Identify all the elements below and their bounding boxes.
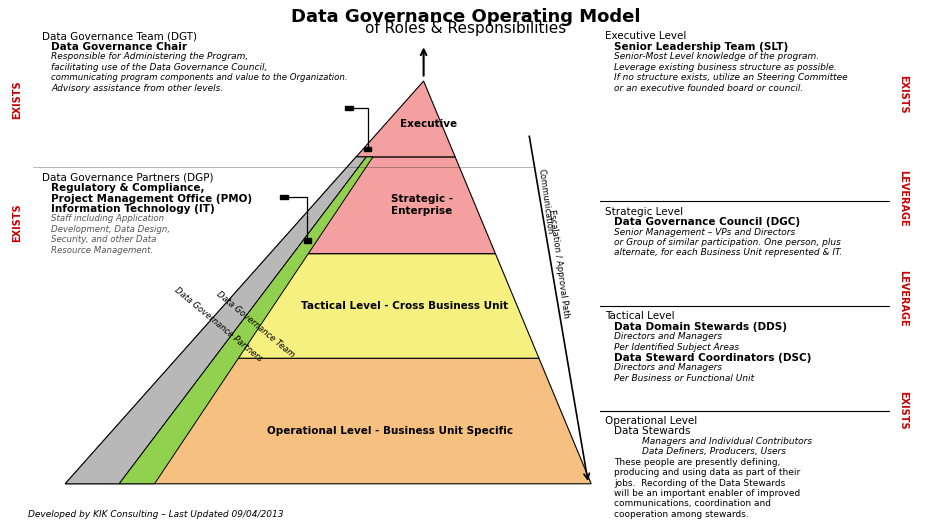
Text: Data Governance Chair: Data Governance Chair — [51, 42, 187, 52]
Text: Tactical Level - Cross Business Unit: Tactical Level - Cross Business Unit — [301, 301, 508, 311]
Text: jobs.  Recording of the Data Stewards: jobs. Recording of the Data Stewards — [614, 479, 786, 487]
Text: EXISTS: EXISTS — [12, 80, 21, 119]
Text: Data Governance Team: Data Governance Team — [214, 289, 296, 359]
Text: Leverage existing business structure as possible.: Leverage existing business structure as … — [614, 63, 837, 72]
Text: Staff including Application: Staff including Application — [51, 214, 165, 223]
Text: EXISTS: EXISTS — [898, 391, 908, 430]
Text: Executive: Executive — [399, 119, 457, 129]
Text: Senior Management – VPs and Directors: Senior Management – VPs and Directors — [614, 228, 796, 236]
Text: Information Technology (IT): Information Technology (IT) — [51, 204, 215, 214]
Text: Senior Leadership Team (SLT): Senior Leadership Team (SLT) — [614, 42, 789, 52]
Text: Resource Management.: Resource Management. — [51, 246, 154, 255]
Text: Tactical Level: Tactical Level — [605, 311, 675, 321]
Text: Communication: Communication — [536, 168, 555, 235]
Text: Data Governance Partners (DGP): Data Governance Partners (DGP) — [42, 173, 213, 183]
Text: Data Definers, Producers, Users: Data Definers, Producers, Users — [642, 447, 787, 456]
Text: Data Steward Coordinators (DSC): Data Steward Coordinators (DSC) — [614, 353, 812, 363]
Bar — [304, 238, 311, 243]
Text: Data Governance Operating Model: Data Governance Operating Model — [290, 8, 641, 26]
Text: Responsible for Administering the Program,: Responsible for Administering the Progra… — [51, 52, 249, 61]
Text: Per Business or Functional Unit: Per Business or Functional Unit — [614, 374, 755, 383]
Text: Directors and Managers: Directors and Managers — [614, 363, 722, 372]
Text: or an executive founded board or council.: or an executive founded board or council… — [614, 84, 803, 93]
Text: producing and using data as part of their: producing and using data as part of thei… — [614, 468, 801, 477]
Text: Project Management Office (PMO): Project Management Office (PMO) — [51, 194, 252, 203]
Text: Data Stewards: Data Stewards — [614, 426, 691, 436]
Text: LEVERAGE: LEVERAGE — [898, 170, 908, 227]
Text: Development, Data Design,: Development, Data Design, — [51, 225, 170, 234]
Text: Strategic -
Enterprise: Strategic - Enterprise — [391, 195, 453, 216]
Bar — [280, 195, 288, 199]
Text: Strategic Level: Strategic Level — [605, 207, 683, 217]
Text: Data Governance Team (DGT): Data Governance Team (DGT) — [42, 31, 196, 41]
Text: Managers and Individual Contributors: Managers and Individual Contributors — [642, 437, 813, 446]
Polygon shape — [356, 81, 455, 157]
Text: Directors and Managers: Directors and Managers — [614, 332, 722, 341]
Polygon shape — [119, 157, 373, 484]
Text: Security, and other Data: Security, and other Data — [51, 235, 156, 244]
Text: Data Domain Stewards (DDS): Data Domain Stewards (DDS) — [614, 322, 788, 332]
Text: Regulatory & Compliance,: Regulatory & Compliance, — [51, 183, 205, 193]
Text: If no structure exists, utilize an Steering Committee: If no structure exists, utilize an Steer… — [614, 73, 848, 82]
Text: cooperation among stewards.: cooperation among stewards. — [614, 510, 749, 519]
Text: EXISTS: EXISTS — [12, 203, 21, 242]
Text: These people are presently defining,: These people are presently defining, — [614, 458, 781, 467]
Text: LEVERAGE: LEVERAGE — [898, 270, 908, 326]
Text: Operational Level - Business Unit Specific: Operational Level - Business Unit Specif… — [267, 426, 513, 437]
Text: Escalation / Approval Path: Escalation / Approval Path — [546, 209, 571, 319]
Bar — [345, 106, 353, 110]
Polygon shape — [270, 157, 495, 254]
Text: facilitating use of the Data Governance Council,: facilitating use of the Data Governance … — [51, 63, 267, 72]
Polygon shape — [65, 157, 366, 484]
Text: or Group of similar participation. One person, plus: or Group of similar participation. One p… — [614, 238, 842, 247]
Text: Data Governance Council (DGC): Data Governance Council (DGC) — [614, 217, 801, 227]
Text: will be an important enabler of improved: will be an important enabler of improved — [614, 489, 801, 498]
Polygon shape — [65, 358, 591, 484]
Text: EXISTS: EXISTS — [898, 75, 908, 113]
Text: communications, coordination and: communications, coordination and — [614, 499, 772, 508]
Text: Advisory assistance from other levels.: Advisory assistance from other levels. — [51, 84, 223, 93]
Text: alternate, for each Business Unit represented & IT.: alternate, for each Business Unit repres… — [614, 248, 843, 257]
Text: Executive Level: Executive Level — [605, 31, 686, 41]
Text: Developed by KIK Consulting – Last Updated 09/04/2013: Developed by KIK Consulting – Last Updat… — [28, 510, 283, 519]
Text: communicating program components and value to the Organization.: communicating program components and val… — [51, 73, 348, 82]
Text: Operational Level: Operational Level — [605, 416, 697, 426]
Polygon shape — [177, 254, 539, 358]
Text: Data Governance Partners: Data Governance Partners — [173, 286, 264, 363]
Bar — [364, 147, 371, 151]
Text: Per Identified Subject Areas: Per Identified Subject Areas — [614, 343, 739, 351]
Text: Senior-Most Level knowledge of the program.: Senior-Most Level knowledge of the progr… — [614, 52, 819, 61]
Text: of Roles & Responsibilities: of Roles & Responsibilities — [365, 21, 566, 36]
